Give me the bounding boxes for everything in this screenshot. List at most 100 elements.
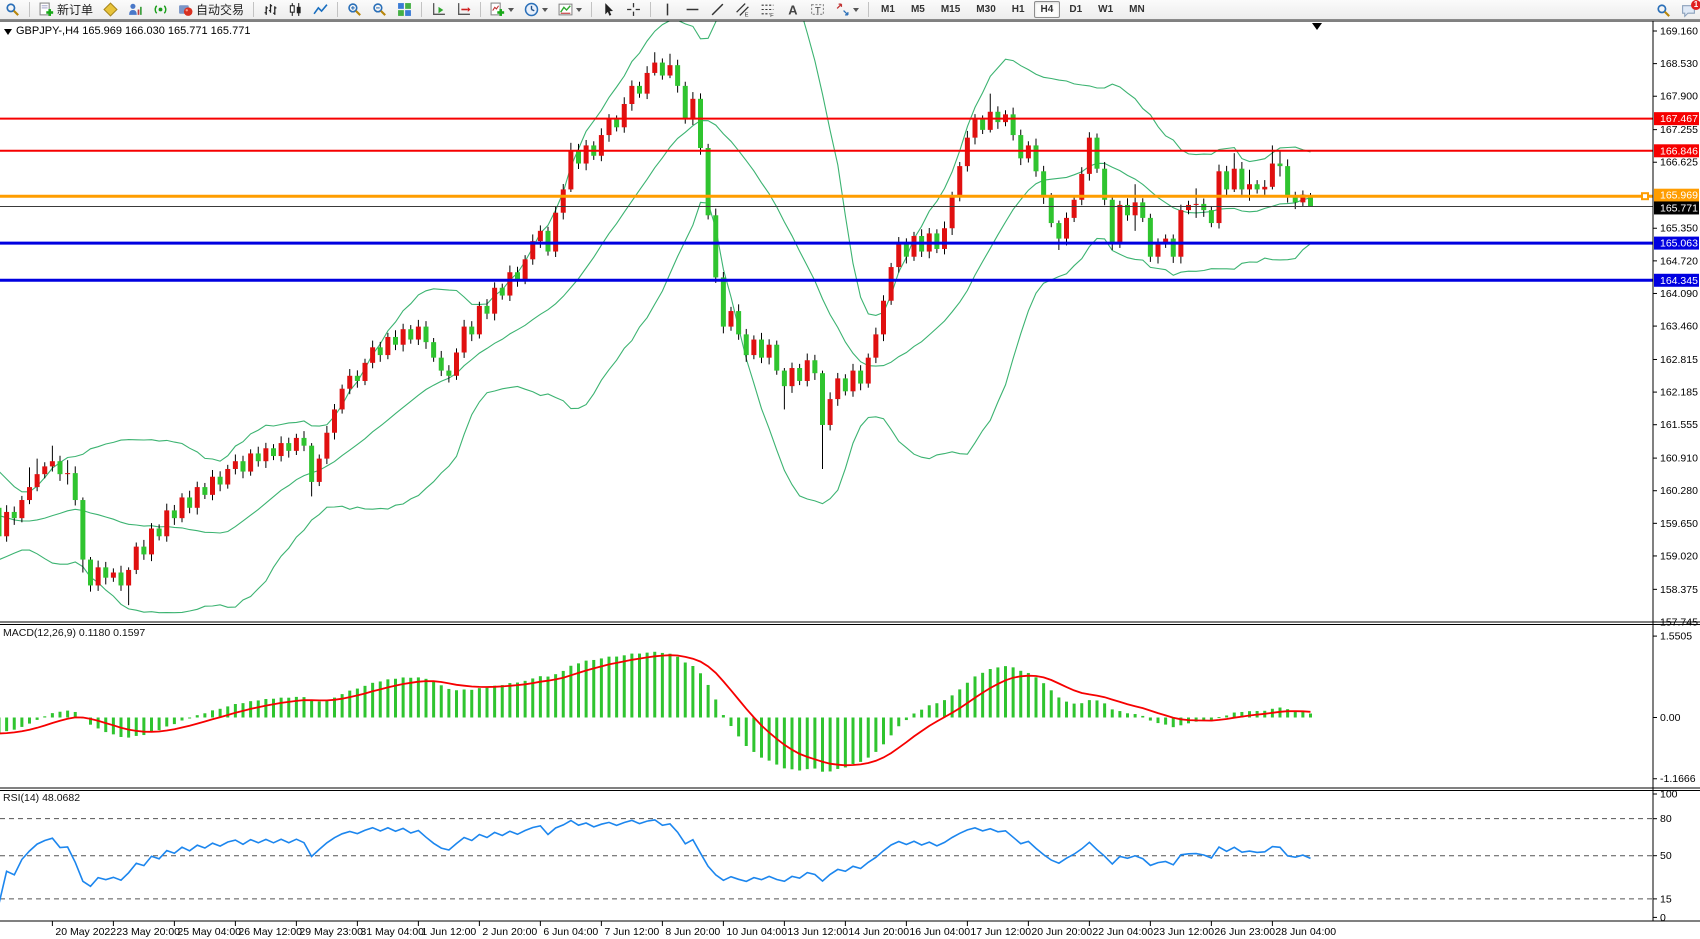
auto-scroll-button[interactable] (427, 0, 450, 20)
price-tick-label: 159.020 (1660, 550, 1698, 562)
button-label: 自动交易 (196, 3, 245, 17)
timeframe-button-m30[interactable]: M30 (976, 4, 996, 15)
text-label-button[interactable]: T (806, 0, 829, 20)
timeframe-button-w1[interactable]: W1 (1098, 4, 1114, 15)
time-tick-label: 7 Jun 12:00 (604, 926, 659, 938)
chart-shift-marker[interactable] (1312, 23, 1322, 30)
price-badge-166.846: 166.846 (1660, 145, 1698, 157)
crosshair-icon (626, 2, 641, 17)
search-icon[interactable] (1656, 3, 1671, 18)
channel-icon: E (735, 2, 750, 17)
time-tick-label: 10 Jun 04:00 (726, 926, 787, 938)
chart-title: GBPJPY-,H4 165.969 166.030 165.771 165.7… (16, 25, 251, 37)
toolbar-separator (650, 2, 652, 17)
periods-icon (524, 2, 539, 17)
rsi-pane (0, 818, 1653, 903)
candle-chart-button[interactable] (284, 0, 307, 20)
indicators-button[interactable] (486, 0, 518, 20)
chevron-down-icon[interactable] (508, 7, 515, 12)
timeframe-button-h4[interactable]: H4 (1033, 1, 1061, 18)
templates-icon (558, 2, 573, 17)
time-tick-label: 1 Jun 12:00 (421, 926, 476, 938)
time-tick-label: 2 Jun 20:00 (482, 926, 537, 938)
time-tick-label: 17 Jun 12:00 (970, 926, 1031, 938)
price-tick-label: 165.350 (1660, 223, 1698, 235)
cursor-button[interactable] (597, 0, 620, 20)
bollinger-middle-line (0, 120, 1311, 534)
magnifier-button[interactable] (1, 0, 24, 20)
vertical-line-icon (660, 2, 675, 17)
macd-indicator-label: MACD(12,26,9) 0.1180 0.1597 (3, 627, 146, 639)
chevron-down-icon[interactable] (853, 7, 860, 12)
trendline-icon (710, 2, 725, 17)
tile-windows-button[interactable] (393, 0, 416, 20)
chevron-down-icon[interactable] (576, 7, 583, 12)
price-tick-label: 161.555 (1660, 419, 1698, 431)
channel-button[interactable]: E (731, 0, 754, 20)
chart-shift-button[interactable] (452, 0, 475, 20)
autotrading-button[interactable]: 自动交易 (174, 0, 248, 20)
horizontal-line-objects[interactable] (0, 117, 1653, 282)
arrows-button[interactable] (831, 0, 863, 20)
line-chart-icon (313, 2, 328, 17)
timeframe-button-m5[interactable]: M5 (910, 4, 925, 15)
time-tick-label: 20 May 2022 (55, 926, 116, 938)
trendline-button[interactable] (706, 0, 729, 20)
fibonacci-icon: F (760, 2, 775, 17)
price-badge-165.969: 165.969 (1660, 190, 1698, 202)
chart-canvas[interactable]: 169.160 168.530 167.900 167.255 166.625 165.3… (0, 20, 1700, 939)
new-order-button[interactable]: 新订单 (35, 0, 97, 20)
periods-button[interactable] (520, 0, 552, 20)
price-tick-label: 166.625 (1660, 157, 1698, 169)
price-tick-label: 164.720 (1660, 255, 1698, 267)
text-button[interactable]: A (781, 0, 804, 20)
svg-text:T: T (815, 5, 821, 16)
signal-icon (153, 2, 168, 17)
hline-handle[interactable] (1641, 192, 1649, 201)
price-tick-label: 160.910 (1660, 453, 1698, 465)
collapse-arrow-icon[interactable] (4, 29, 12, 35)
macd-scale-label: 1.5505 (1660, 631, 1692, 643)
price-tick-label: 163.460 (1660, 321, 1698, 333)
line-chart-button[interactable] (309, 0, 332, 20)
rsi-scale-label: 50 (1660, 850, 1672, 862)
time-tick-label: 26 Jun 23:00 (1214, 926, 1275, 938)
horizontal-line-button[interactable] (681, 0, 704, 20)
price-tick-label: 168.530 (1660, 58, 1698, 70)
crosshair-button[interactable] (622, 0, 645, 20)
chart-area[interactable]: 169.160 168.530 167.900 167.255 166.625 165.3… (0, 20, 1700, 939)
zoom-in-button[interactable] (343, 0, 366, 20)
chat-icon[interactable]: 1 (1681, 0, 1700, 18)
toolbar-separator (337, 2, 339, 17)
time-tick-label: 31 May 04:00 (360, 926, 424, 938)
price-tick-label: 169.160 (1660, 26, 1698, 38)
timeframe-button-m15[interactable]: M15 (940, 4, 961, 15)
horizontal-line-icon (685, 2, 700, 17)
signal-button[interactable] (149, 0, 172, 20)
vertical-line-button[interactable] (656, 0, 679, 20)
zoom-out-button[interactable] (368, 0, 391, 20)
charts-button[interactable] (99, 0, 122, 20)
timeframe-button-d1[interactable]: D1 (1069, 4, 1083, 15)
chevron-down-icon[interactable] (542, 7, 549, 12)
rsi-scale-label: 0 (1660, 912, 1666, 924)
time-tick-label: 13 Jun 12:00 (787, 926, 848, 938)
charts-icon (103, 2, 118, 17)
price-tick-label: 158.375 (1660, 584, 1698, 596)
price-axis[interactable]: 169.160 168.530 167.900 167.255 166.625 165.3… (1653, 26, 1699, 924)
price-badge-164.345: 164.345 (1660, 275, 1698, 287)
indicators-icon (490, 2, 505, 17)
timeframe-button-h1[interactable]: H1 (1011, 4, 1025, 15)
timeframe-button-mn[interactable]: MN (1129, 4, 1145, 15)
time-tick-label: 23 Jun 12:00 (1153, 926, 1214, 938)
profile-button[interactable] (124, 0, 147, 20)
fibonacci-button[interactable]: F (756, 0, 779, 20)
templates-button[interactable] (554, 0, 586, 20)
toolbar-separator (480, 2, 482, 17)
time-tick-label: 22 Jun 04:00 (1092, 926, 1153, 938)
bar-chart-button[interactable] (259, 0, 282, 20)
candle-chart-icon (288, 2, 303, 17)
auto-scroll-icon (431, 2, 446, 17)
timeframe-button-m1[interactable]: M1 (881, 4, 895, 15)
